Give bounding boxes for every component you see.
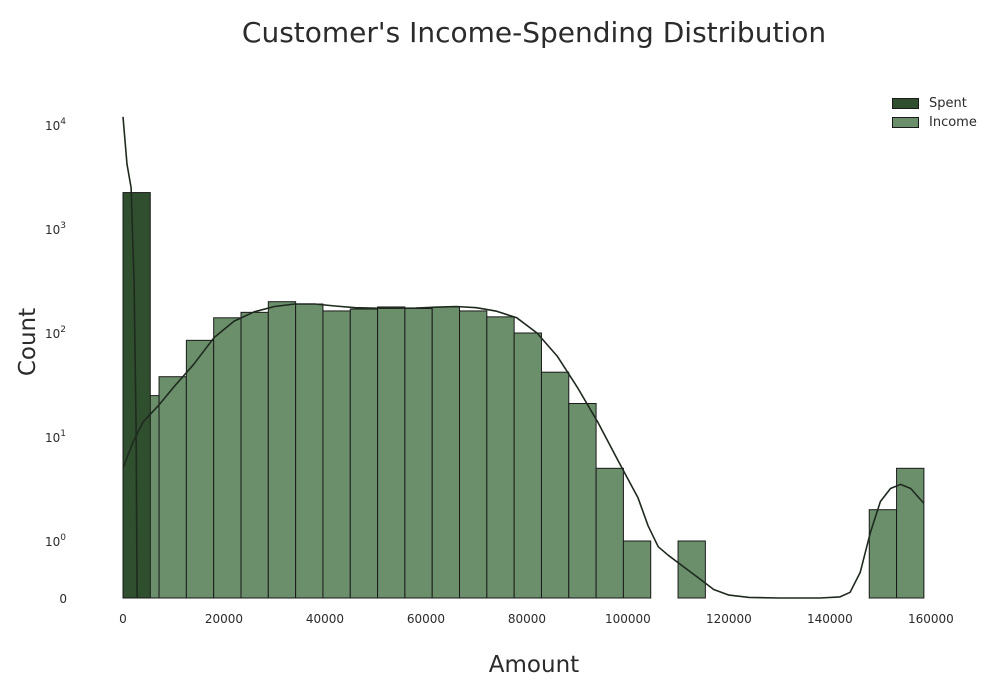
bar-income-5: [267, 301, 297, 599]
bar-income-4: [240, 311, 269, 599]
legend: Spent Income: [892, 94, 977, 132]
x-tick-label-60000: 60000: [407, 612, 445, 626]
legend-label-income: Income: [929, 115, 977, 130]
y-tick-label-10e4: 104: [45, 117, 66, 133]
bar-income-13: [486, 316, 515, 599]
legend-swatch-spent: [892, 98, 919, 109]
bar-income-9: [377, 306, 406, 599]
bar-income-6: [295, 303, 324, 599]
kde-line-spent: [122, 116, 138, 599]
chart-title: Customer's Income-Spending Distribution: [241, 16, 827, 49]
bar-income-1: [158, 376, 187, 599]
y-tick-label-10e2: 102: [45, 325, 66, 341]
bar-income-14: [513, 332, 542, 599]
legend-item-income: Income: [892, 113, 977, 132]
bar-income-28: [896, 467, 925, 599]
x-axis-label: Amount: [488, 652, 580, 678]
y-tick-label-10e1: 101: [45, 429, 66, 445]
bar-income-2: [185, 339, 215, 599]
legend-label-spent: Spent: [929, 96, 967, 111]
legend-item-spent: Spent: [892, 94, 977, 113]
bar-income-15: [540, 371, 570, 599]
bar-income-3: [213, 317, 242, 599]
kde-line-income: [122, 303, 925, 599]
legend-swatch-income: [892, 117, 919, 128]
x-tick-label-160000: 160000: [908, 612, 954, 626]
y-tick-label-10e3: 103: [45, 221, 66, 237]
bar-income-8: [349, 308, 379, 599]
x-tick-label-20000: 20000: [205, 612, 243, 626]
bar-income-17: [595, 467, 624, 599]
bar-income-18: [622, 540, 652, 599]
x-tick-label-120000: 120000: [706, 612, 752, 626]
y-tick-label-0: 0: [59, 592, 67, 606]
bar-income-12: [459, 310, 488, 599]
y-axis-label: Count: [15, 307, 41, 377]
x-tick-label-100000: 100000: [605, 612, 651, 626]
bar-income-16: [568, 402, 597, 599]
bar-income-20: [677, 540, 706, 599]
x-tick-label-140000: 140000: [807, 612, 853, 626]
bar-income-11: [431, 306, 461, 599]
x-tick-label-0: 0: [119, 612, 127, 626]
bar-income-7: [322, 310, 351, 599]
y-tick-label-10e0: 100: [45, 533, 66, 549]
x-tick-label-80000: 80000: [508, 612, 546, 626]
bar-income-10: [404, 308, 433, 599]
x-tick-label-40000: 40000: [306, 612, 344, 626]
